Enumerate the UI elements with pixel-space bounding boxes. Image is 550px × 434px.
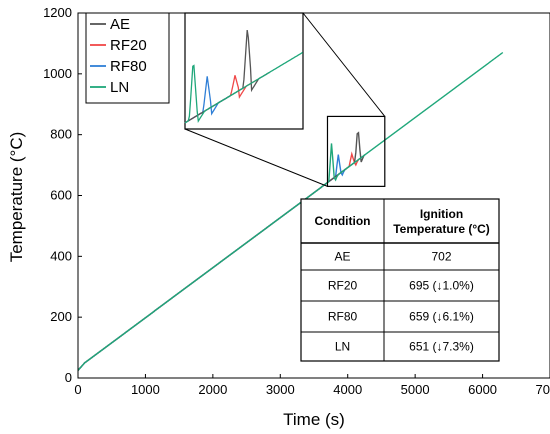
y-tick-label-3: 600: [50, 188, 72, 203]
table-cell-condition-2: RF80: [328, 310, 358, 324]
x-tick-label-0: 0: [74, 382, 81, 397]
x-axis-title: Time (s): [283, 410, 345, 429]
table-cell-temperature-3: 651 (↓7.3%): [409, 340, 474, 354]
table-cell-temperature-2: 659 (↓6.1%): [409, 310, 474, 324]
y-axis-title: Temperature (°C): [7, 132, 26, 263]
y-tick-label-4: 800: [50, 127, 72, 142]
x-tick-label-3: 3000: [266, 382, 295, 397]
table-frame: [300, 198, 500, 362]
legend-label-rf20: RF20: [110, 37, 147, 54]
x-tick-label-5: 5000: [401, 382, 430, 397]
legend-label-rf80: RF80: [110, 58, 147, 75]
series-line-ln: [77, 51, 504, 371]
inset-line-ln: [184, 51, 304, 124]
y-tick-label-2: 400: [50, 248, 72, 263]
legend-label-ae: AE: [110, 16, 130, 33]
table-cell-temperature-1: 695 (↓1.0%): [409, 279, 474, 293]
x-tick-label-4: 4000: [333, 382, 362, 397]
plot-frame: [77, 12, 550, 379]
zoom-region-box: [326, 115, 386, 187]
y-tick-label-6: 1200: [43, 5, 72, 20]
zoom-connector-bottom: [184, 128, 328, 187]
x-tick-label-6: 6000: [468, 382, 497, 397]
series-lines: [77, 51, 504, 371]
table-cell-condition-1: RF20: [328, 279, 358, 293]
table-header-condition: Condition: [315, 214, 371, 228]
x-tick-label-1: 1000: [131, 382, 160, 397]
zoom-connector-top: [302, 12, 386, 117]
legend-box: [85, 12, 170, 104]
legend: AE RF20 RF80 LN: [85, 12, 170, 104]
legend-label-ln: LN: [110, 79, 129, 96]
table-cell-temperature-0: 702: [431, 250, 451, 264]
table-header-ignition-line2: Temperature (°C): [393, 222, 490, 236]
table-cell-condition-3: LN: [335, 340, 350, 354]
zoom-inset: [184, 12, 386, 187]
y-tick-label-0: 0: [65, 370, 72, 385]
axis-ticks: 0 1000 2000 3000 4000 5000 6000 7000 0 200 400 600 8…: [43, 5, 550, 397]
table-header-ignition-line1: Ignition: [420, 207, 463, 221]
x-tick-label-7: 7000: [536, 382, 550, 397]
y-tick-label-1: 200: [50, 309, 72, 324]
y-tick-label-5: 1000: [43, 66, 72, 81]
table-cell-condition-0: AE: [334, 250, 350, 264]
x-tick-label-2: 2000: [198, 382, 227, 397]
